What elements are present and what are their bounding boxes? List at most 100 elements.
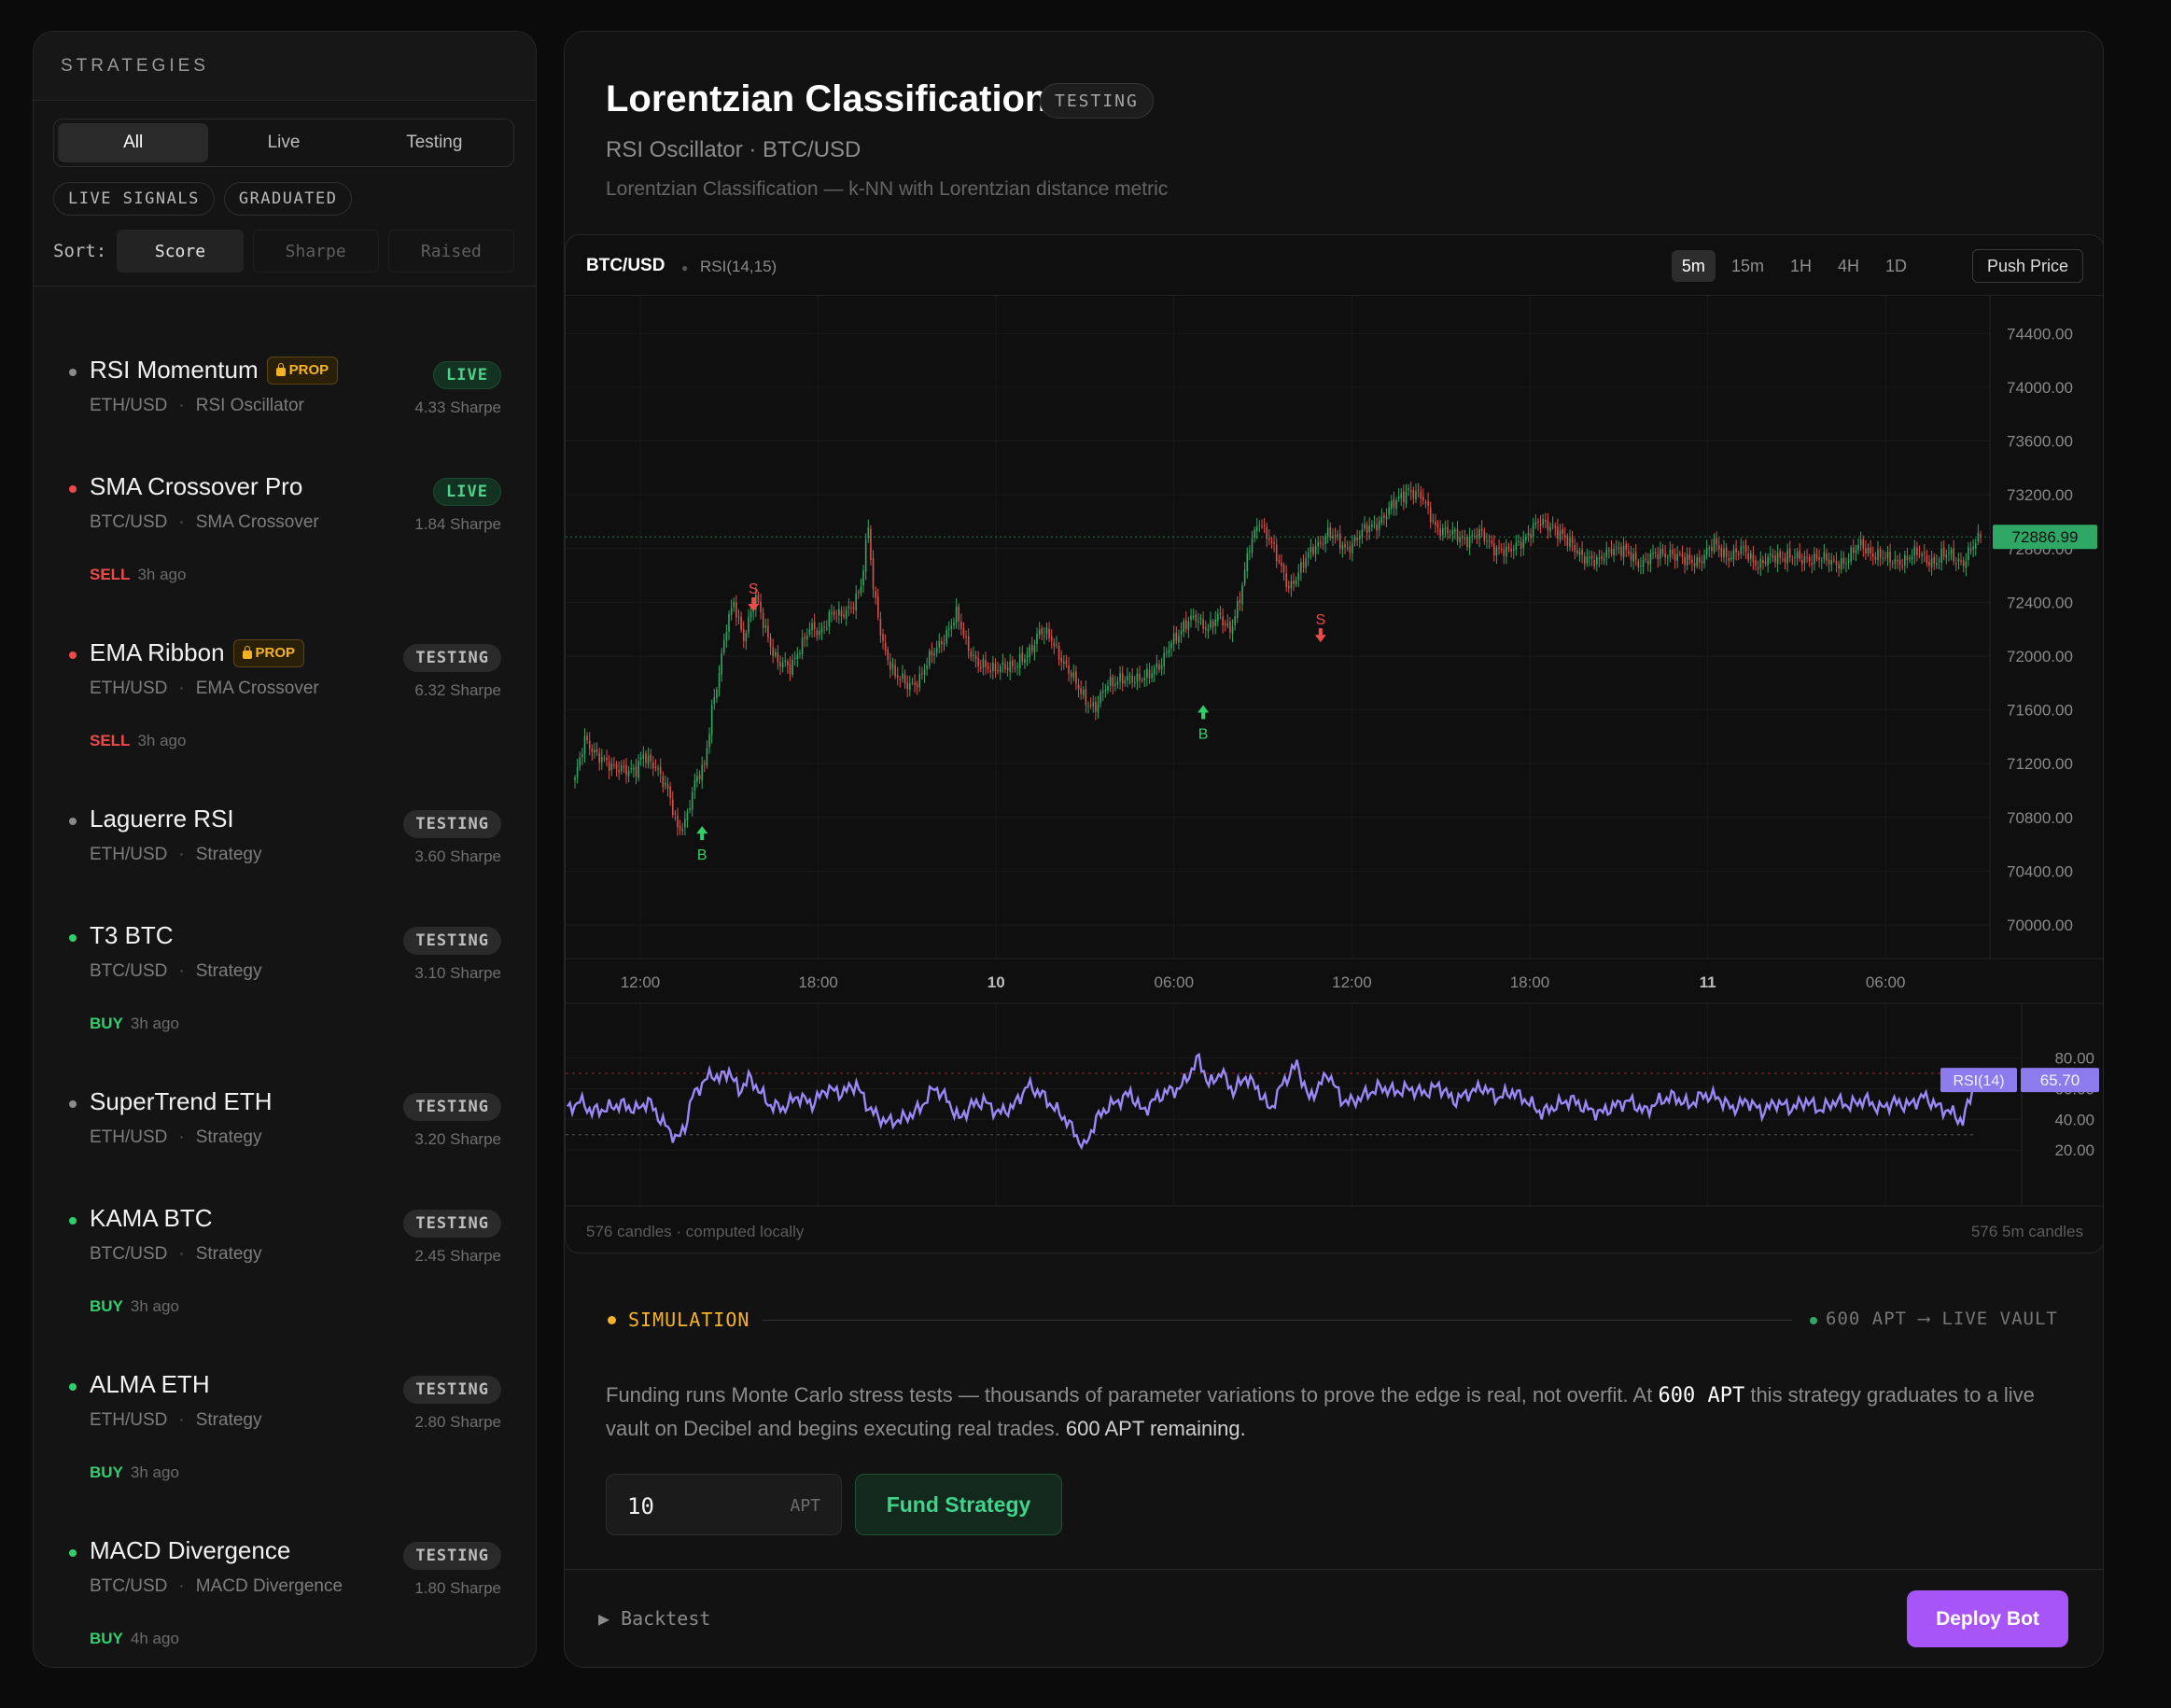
timeframe-4h[interactable]: 4H (1837, 256, 1859, 275)
candle-body (757, 595, 760, 603)
candle-body (1676, 553, 1679, 561)
candle-body (1960, 560, 1962, 562)
strategy-item[interactable]: T3 BTC BTC/USD · Strategy TESTING 3.10 Sha… (34, 914, 536, 1072)
candle-body (1593, 560, 1595, 567)
candle-body (623, 766, 625, 768)
candle-body (852, 607, 855, 609)
candle-body (1239, 599, 1241, 603)
last-signal: BUY 3h ago (90, 1463, 179, 1481)
candle-body (1338, 533, 1341, 549)
candle-body (1586, 556, 1589, 563)
candle-body (855, 593, 857, 611)
chart-canvas[interactable]: 74400.0074000.0073600.0073200.0072800.00… (566, 296, 2104, 1253)
strategy-item[interactable]: SuperTrend ETH ETH/USD · Strategy TESTING … (34, 1080, 536, 1192)
candle-body (1898, 559, 1901, 566)
timeframe-1d[interactable]: 1D (1884, 256, 1907, 275)
strategy-item[interactable]: ALMA ETH ETH/USD · Strategy TESTING 2.80 S… (34, 1363, 536, 1521)
candle-body (1364, 524, 1366, 529)
candle-body (1041, 628, 1043, 635)
candle-body (1808, 556, 1811, 562)
deploy-bot-button[interactable]: Deploy Bot (1907, 1590, 2068, 1647)
candle-body (693, 780, 696, 791)
candle-body (1566, 536, 1569, 546)
candle-body (1613, 548, 1615, 555)
timeframe-15m[interactable]: 15m (1730, 256, 1764, 275)
candle-body (1620, 546, 1622, 556)
candle-body (1784, 557, 1786, 563)
fund-amount-input[interactable]: 10 APT (606, 1474, 842, 1535)
strategy-item[interactable]: MACD Divergence BTC/USD · MACD Divergence … (34, 1529, 536, 1667)
candle-body (671, 799, 674, 815)
timeframe-5m[interactable]: 5m (1671, 250, 1716, 282)
sharpe-value: 1.84 Sharpe (414, 515, 501, 533)
chip-live-signals[interactable]: LIVE SIGNALS (53, 182, 215, 216)
candle-body (716, 689, 718, 699)
prop-badge: PROP (266, 356, 339, 385)
candle-body (740, 616, 742, 630)
candle-body (710, 705, 713, 735)
candles-info: 576 candles · computed locally (586, 1223, 805, 1240)
candle-body (1393, 499, 1395, 508)
candle-body (1156, 663, 1158, 668)
candle-body (1297, 572, 1300, 581)
candle-body (1004, 663, 1006, 670)
strategy-item[interactable]: EMA Ribbon PROP ETH/USD · EMA Crossover TES… (34, 631, 536, 790)
candle-body (595, 749, 598, 752)
last-price-label: 72886.99 (2012, 528, 2079, 546)
strategy-item[interactable]: RSI Momentum PROP ETH/USD · RSI Oscillator … (34, 348, 536, 460)
tab-all[interactable]: All (58, 123, 209, 162)
sort-sharpe-button[interactable]: Sharpe (252, 230, 379, 273)
candle-body (882, 634, 884, 641)
candle-body (1334, 535, 1337, 537)
candle-body (1151, 673, 1153, 679)
push-price-button[interactable]: Push Price (1971, 249, 2083, 283)
fund-strategy-button[interactable]: Fund Strategy (855, 1474, 1062, 1535)
sort-raised-button[interactable]: Raised (387, 230, 514, 273)
candle-body (1776, 553, 1779, 565)
rsi-name-tag (1940, 1068, 2017, 1093)
price-tick-label: 74000.00 (2007, 379, 2073, 397)
amount-value[interactable]: 10 (627, 1493, 654, 1519)
candle-body (1855, 550, 1857, 553)
candle-body (1786, 550, 1788, 564)
candle-body (1468, 536, 1471, 548)
candle-body (1456, 528, 1459, 541)
candle-body (806, 636, 808, 640)
candle-body (1307, 552, 1310, 558)
strategy-item[interactable]: SMA Crossover Pro BTC/USD · SMA Crossover … (34, 465, 536, 623)
candle-body (1862, 539, 1865, 549)
status-dot (69, 485, 77, 493)
tab-testing[interactable]: Testing (406, 133, 463, 152)
candle-body (1352, 542, 1353, 553)
candle-body (1569, 538, 1571, 548)
candle-body (1478, 528, 1480, 539)
chip-graduated[interactable]: GRADUATED (223, 182, 353, 216)
backtest-toggle[interactable]: ▶ Backtest (598, 1607, 711, 1630)
price-tick-label: 73200.00 (2007, 486, 2073, 504)
candle-body (1371, 524, 1373, 527)
sort-score-button[interactable]: Score (117, 230, 244, 273)
candle-body (748, 617, 749, 633)
candle-body (1788, 548, 1791, 558)
candle-body (1048, 629, 1050, 638)
strategy-item[interactable]: Laguerre RSI ETH/USD · Strategy TESTING 3.… (34, 797, 536, 909)
strategy-item[interactable]: KAMA BTC BTC/USD · Strategy TESTING 2.45 S… (34, 1197, 536, 1355)
candle-body (728, 614, 730, 632)
candle-body (1767, 556, 1769, 566)
candle-body (1601, 555, 1603, 559)
candle-body (1674, 553, 1676, 561)
time-tick-label: 12:00 (621, 973, 661, 991)
candle-body (1882, 557, 1884, 559)
candle-body (1645, 558, 1646, 561)
candle-body (639, 757, 642, 760)
candle-body (1657, 553, 1660, 560)
candle-body (1139, 673, 1141, 680)
price-tick-label: 70000.00 (2007, 917, 2073, 934)
candle-body (679, 825, 681, 830)
tab-live[interactable]: Live (267, 133, 301, 152)
candle-body (677, 815, 679, 828)
candle-body (876, 595, 879, 618)
strategy-name: T3 BTC (90, 921, 174, 949)
timeframe-1h[interactable]: 1H (1789, 256, 1812, 275)
candle-body (718, 673, 721, 689)
